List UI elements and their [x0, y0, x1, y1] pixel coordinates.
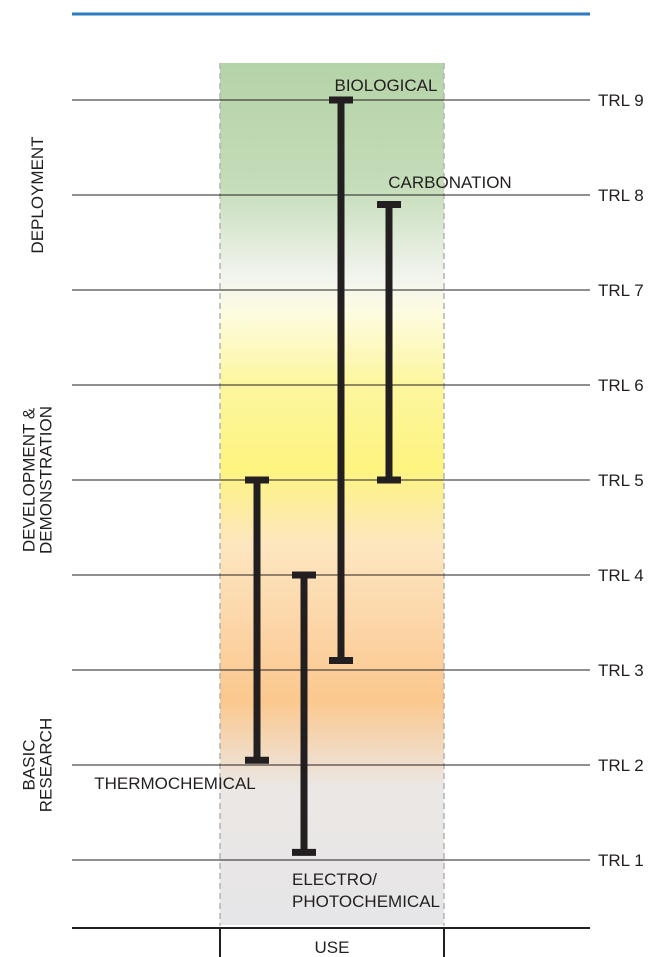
tick-label-trl-7: TRL 7 [598, 281, 644, 300]
tick-label-trl-5: TRL 5 [598, 471, 644, 490]
series-label-thermochemical: THERMOCHEMICAL [94, 774, 256, 793]
tick-label-trl-3: TRL 3 [598, 661, 644, 680]
phase-label-deployment: DEPLOYMENT [28, 136, 47, 253]
tick-label-trl-6: TRL 6 [598, 376, 644, 395]
tick-label-trl-8: TRL 8 [598, 186, 644, 205]
phase-label-development-demonstration: DEVELOPMENT &DEMONSTRATION [20, 406, 56, 554]
tick-label-trl-9: TRL 9 [598, 91, 644, 110]
tick-label-trl-4: TRL 4 [598, 566, 644, 585]
series-label-carbonation: CARBONATION [388, 173, 511, 192]
series-label-biological: BIOLOGICAL [335, 76, 438, 95]
phase-label-basic-research: BASICRESEARCH [20, 718, 56, 812]
use-label: USE [315, 938, 350, 957]
tick-label-trl-2: TRL 2 [598, 756, 644, 775]
series-label-electro-photochemical: ELECTRO/PHOTOCHEMICAL [292, 870, 440, 911]
tick-label-trl-1: TRL 1 [598, 851, 644, 870]
